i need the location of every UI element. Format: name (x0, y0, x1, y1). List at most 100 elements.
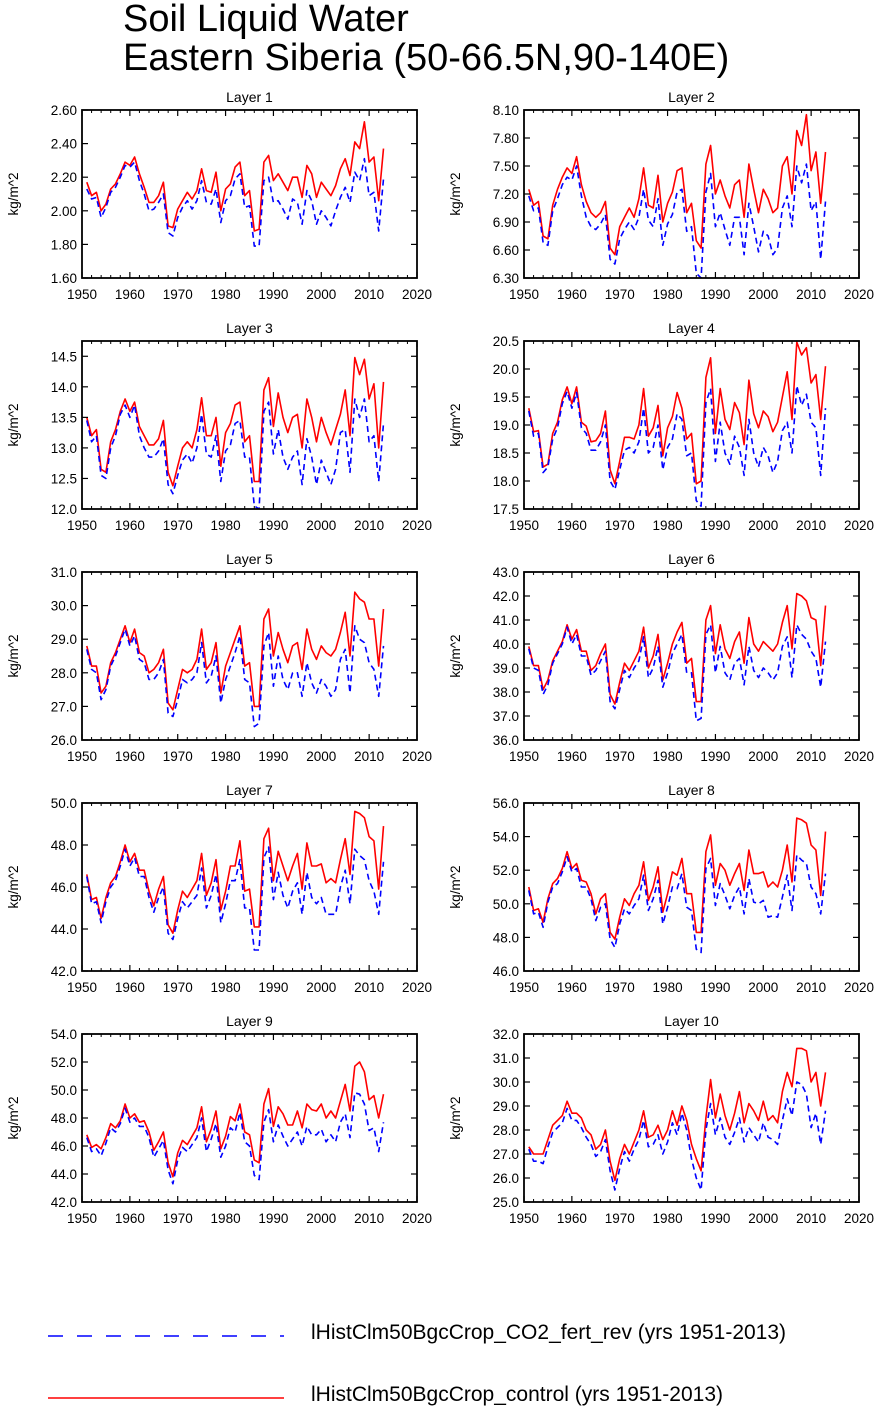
x-tick-label: 2010 (354, 980, 384, 995)
x-tick-label: 2010 (796, 749, 826, 764)
x-tick-label: 1990 (258, 518, 288, 533)
series-line-fert-rev (86, 846, 385, 951)
x-tick-label: 2000 (748, 980, 778, 995)
x-tick-label: 1950 (509, 287, 539, 302)
panel-title: Layer 2 (668, 89, 715, 105)
x-tick-label: 1970 (163, 980, 193, 995)
x-tick-label: 2000 (306, 518, 336, 533)
y-tick-label: 25.0 (493, 1195, 519, 1210)
x-tick-label: 1950 (509, 1211, 539, 1226)
x-tick-label: 1980 (653, 1211, 683, 1226)
x-tick-label: 1990 (700, 287, 730, 302)
y-tick-label: 20.5 (493, 334, 519, 349)
legend-swatch-fert-rev (48, 1335, 284, 1337)
panel-layer-9: 1950 1960 1970 1980 1990 2000 2010 2020 42.0 44.0… (6, 1013, 432, 1226)
y-tick-label: 18.5 (493, 446, 519, 461)
y-tick-label: 36.0 (493, 733, 519, 748)
x-tick-label: 1980 (211, 518, 241, 533)
y-tick-label: 6.60 (493, 243, 519, 258)
y-axis-label: kg/m^2 (448, 634, 463, 677)
panel-title: Layer 9 (226, 1013, 273, 1029)
y-tick-label: 12.5 (51, 471, 77, 486)
plot-frame (523, 571, 860, 741)
x-tick-label: 1980 (653, 980, 683, 995)
series-line-control (528, 113, 827, 256)
x-tick-label: 1950 (67, 1211, 97, 1226)
y-axis-label: kg/m^2 (6, 634, 21, 677)
series-line-fert-rev (86, 624, 385, 728)
y-tick-label: 48.0 (51, 838, 77, 853)
y-tick-label: 2.40 (51, 137, 77, 152)
y-tick-label: 27.0 (51, 699, 77, 714)
y-axis-label: kg/m^2 (448, 1096, 463, 1139)
x-tick-label: 1980 (653, 287, 683, 302)
panel-layer-2: 1950 1960 1970 1980 1990 2000 2010 2020 6.30 6.60… (448, 89, 874, 302)
x-tick-label: 1960 (557, 980, 587, 995)
series-line-control (86, 356, 385, 487)
plot-frame (523, 802, 860, 972)
panel-layer-6: 1950 1960 1970 1980 1990 2000 2010 2020 36.0 37.0… (448, 551, 874, 764)
x-tick-label: 2020 (402, 749, 432, 764)
series-line-control (86, 121, 385, 232)
y-tick-label: 6.30 (493, 271, 519, 286)
x-tick-label: 1990 (258, 980, 288, 995)
y-tick-label: 28.0 (493, 1123, 519, 1138)
y-axis-label: kg/m^2 (6, 865, 21, 908)
y-tick-label: 1.60 (51, 271, 77, 286)
y-tick-label: 28.0 (51, 666, 77, 681)
x-tick-label: 1960 (115, 749, 145, 764)
y-tick-label: 50.0 (493, 897, 519, 912)
y-tick-label: 44.0 (51, 922, 77, 937)
plot-frame (81, 109, 418, 279)
y-axis-label: kg/m^2 (448, 403, 463, 446)
plot-frame (81, 571, 418, 741)
x-tick-label: 1990 (700, 518, 730, 533)
y-tick-label: 29.0 (493, 1099, 519, 1114)
y-tick-label: 8.10 (493, 103, 519, 118)
x-tick-label: 2000 (748, 749, 778, 764)
x-tick-label: 2010 (796, 518, 826, 533)
series-line-control (86, 591, 385, 711)
y-tick-label: 26.0 (493, 1171, 519, 1186)
x-tick-label: 1950 (509, 980, 539, 995)
series-line-fert-rev (528, 854, 827, 954)
x-tick-label: 1960 (115, 1211, 145, 1226)
x-tick-label: 1950 (67, 749, 97, 764)
y-tick-label: 52.0 (493, 863, 519, 878)
series-line-fert-rev (528, 384, 827, 508)
panel-title: Layer 10 (664, 1013, 719, 1029)
y-tick-label: 52.0 (51, 1055, 77, 1070)
y-tick-label: 14.0 (51, 380, 77, 395)
x-tick-label: 1980 (211, 749, 241, 764)
x-tick-label: 2000 (306, 287, 336, 302)
x-tick-label: 1950 (67, 287, 97, 302)
series-line-control (528, 1047, 827, 1182)
series-line-control (528, 592, 827, 705)
series-line-fert-rev (86, 1092, 385, 1185)
y-tick-label: 14.5 (51, 349, 77, 364)
panel-layer-10: 1950 1960 1970 1980 1990 2000 2010 2020 25.0 26.0… (448, 1013, 874, 1226)
x-tick-label: 2010 (354, 749, 384, 764)
y-tick-label: 26.0 (51, 733, 77, 748)
y-tick-label: 29.0 (51, 632, 77, 647)
y-tick-label: 43.0 (493, 565, 519, 580)
panel-title: Layer 8 (668, 782, 715, 798)
x-tick-label: 1970 (605, 980, 635, 995)
y-axis-label: kg/m^2 (448, 172, 463, 215)
panel-layer-5: 1950 1960 1970 1980 1990 2000 2010 2020 26.0 27.0… (6, 551, 432, 764)
y-tick-label: 42.0 (51, 964, 77, 979)
y-tick-label: 17.5 (493, 502, 519, 517)
x-tick-label: 2020 (402, 518, 432, 533)
x-tick-label: 2020 (402, 287, 432, 302)
x-tick-label: 2000 (748, 518, 778, 533)
x-tick-label: 1960 (115, 980, 145, 995)
x-tick-label: 1980 (211, 287, 241, 302)
y-tick-label: 42.0 (51, 1195, 77, 1210)
x-tick-label: 1990 (258, 749, 288, 764)
x-tick-label: 2020 (844, 749, 874, 764)
y-tick-label: 46.0 (51, 880, 77, 895)
y-tick-label: 13.0 (51, 441, 77, 456)
x-tick-label: 1990 (700, 980, 730, 995)
panel-layer-7: 1950 1960 1970 1980 1990 2000 2010 2020 42.0 44.0… (6, 782, 432, 995)
